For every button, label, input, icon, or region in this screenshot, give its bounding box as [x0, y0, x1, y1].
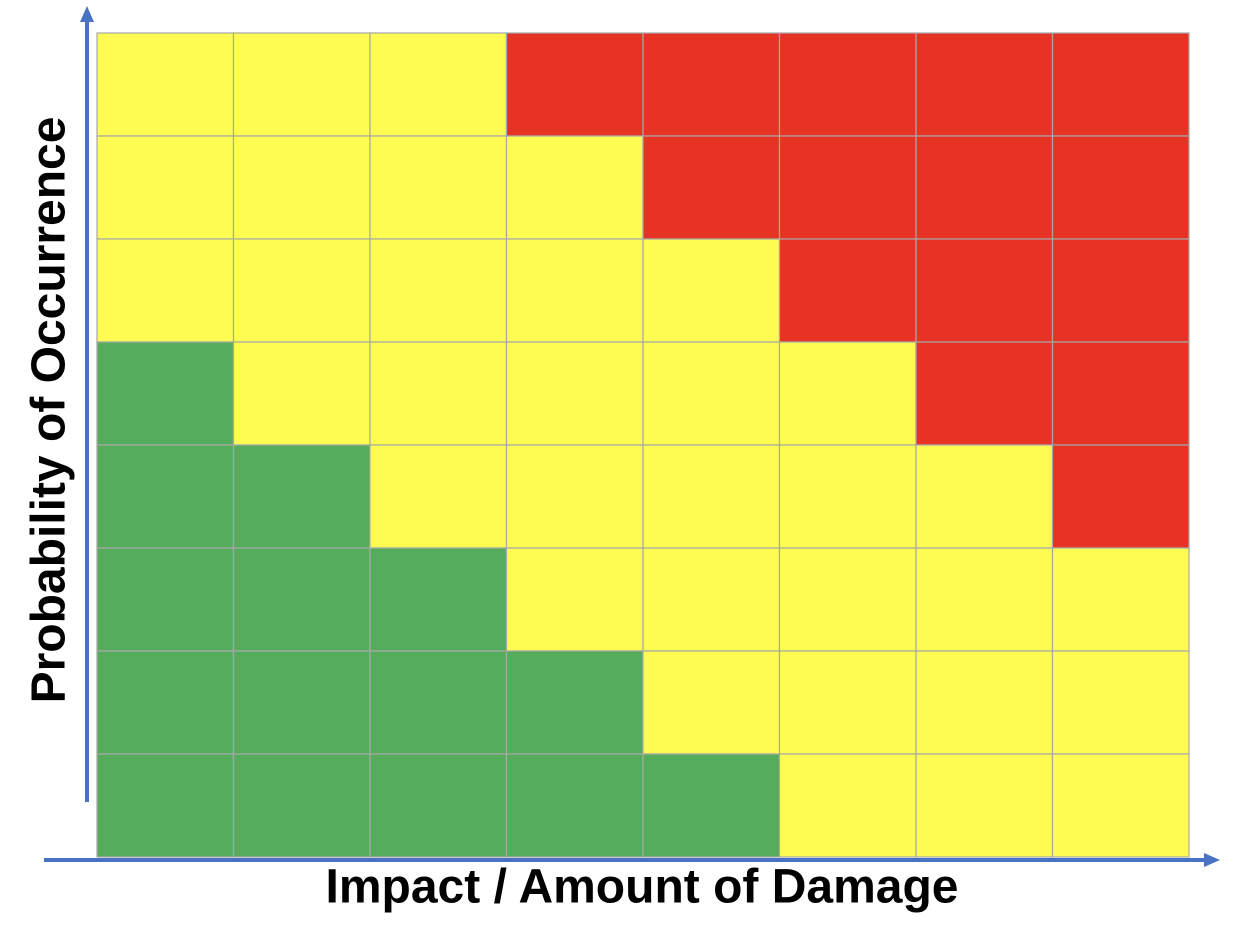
cell: [642, 444, 781, 549]
cell: [369, 341, 508, 446]
cell: [778, 444, 917, 549]
cell: [96, 753, 235, 858]
cell: [642, 32, 781, 137]
cell: [369, 135, 508, 240]
y-axis-label: Probability of Occurrence: [23, 117, 76, 704]
cell: [232, 650, 371, 755]
cell: [915, 135, 1054, 240]
cell: [232, 238, 371, 343]
cell: [505, 238, 644, 343]
cell: [505, 547, 644, 652]
cell: [369, 650, 508, 755]
cell: [505, 135, 644, 240]
cell: [915, 238, 1054, 343]
cell: [1051, 238, 1190, 343]
cell: [232, 547, 371, 652]
cell: [96, 341, 235, 446]
cell: [642, 753, 781, 858]
cell: [232, 753, 371, 858]
cell: [369, 444, 508, 549]
cell: [778, 238, 917, 343]
cell: [505, 650, 644, 755]
cell: [1051, 341, 1190, 446]
cell: [1051, 547, 1190, 652]
cell: [642, 238, 781, 343]
cell: [778, 32, 917, 137]
cell: [505, 341, 644, 446]
cell: [1051, 32, 1190, 137]
cell: [1051, 444, 1190, 549]
cell: [232, 32, 371, 137]
cell: [642, 650, 781, 755]
cell: [369, 238, 508, 343]
cell: [778, 650, 917, 755]
cell: [232, 341, 371, 446]
cell: [505, 753, 644, 858]
cell: [642, 341, 781, 446]
cell: [505, 32, 644, 137]
cells: [96, 32, 1190, 858]
cell: [369, 32, 508, 137]
cell: [96, 32, 235, 137]
cell: [915, 341, 1054, 446]
cell: [1051, 135, 1190, 240]
cell: [96, 238, 235, 343]
cell: [369, 753, 508, 858]
cell: [778, 135, 917, 240]
cell: [505, 444, 644, 549]
cell: [642, 547, 781, 652]
cell: [1051, 753, 1190, 858]
cell: [915, 444, 1054, 549]
cell: [232, 444, 371, 549]
cell: [915, 547, 1054, 652]
cell: [915, 753, 1054, 858]
cell: [778, 753, 917, 858]
cell: [778, 547, 917, 652]
x-axis-label: Impact / Amount of Damage: [326, 861, 959, 914]
cell: [96, 547, 235, 652]
cell: [915, 650, 1054, 755]
cell: [96, 444, 235, 549]
cell: [369, 547, 508, 652]
y-axis-arrow: [80, 6, 94, 22]
cell: [778, 341, 917, 446]
cell: [915, 32, 1054, 137]
cell: [1051, 650, 1190, 755]
cell: [96, 650, 235, 755]
cell: [232, 135, 371, 240]
cell: [96, 135, 235, 240]
cell: [642, 135, 781, 240]
x-axis-arrow: [1204, 853, 1220, 867]
